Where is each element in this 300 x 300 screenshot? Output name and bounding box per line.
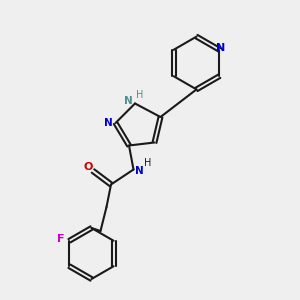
Text: F: F — [57, 234, 65, 244]
Text: N: N — [216, 43, 226, 53]
Text: O: O — [84, 162, 93, 172]
Text: H: H — [144, 158, 152, 169]
Text: N: N — [134, 166, 143, 176]
Text: H: H — [136, 90, 143, 100]
Text: N: N — [103, 118, 112, 128]
Text: N: N — [124, 95, 133, 106]
